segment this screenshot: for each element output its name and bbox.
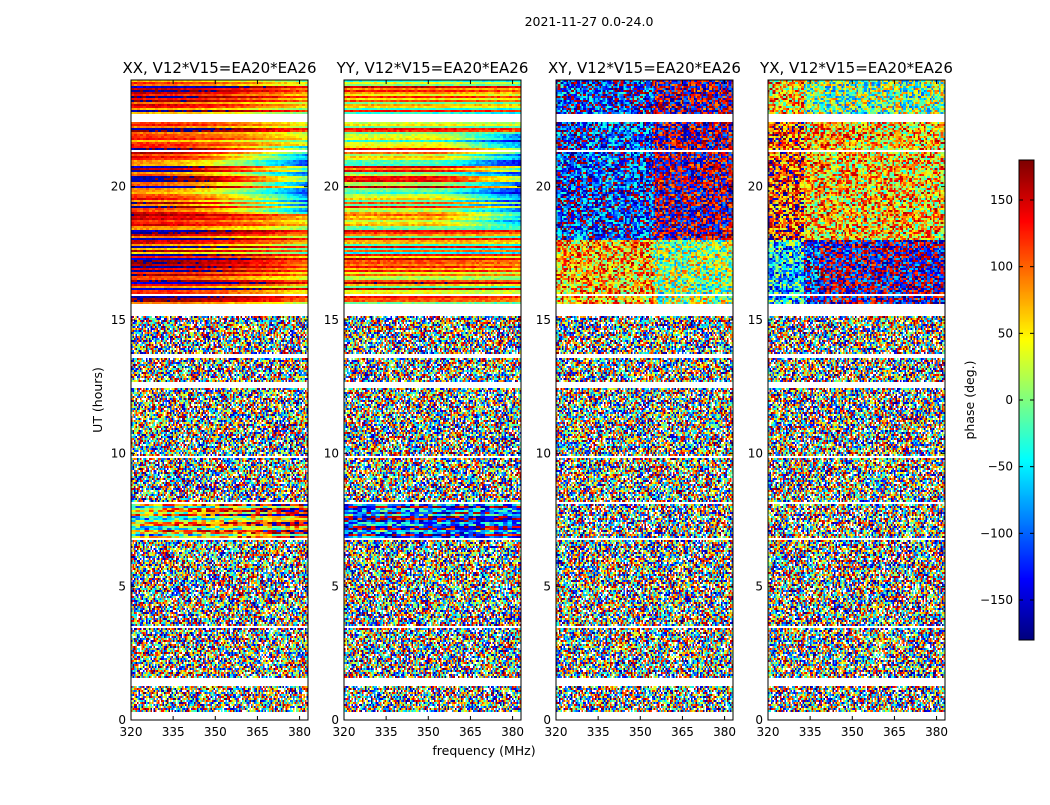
panel-xy: XY, V12*V15=EA20*EA26 320 335 350 365 380 0 5 10…: [536, 59, 741, 739]
y-tick-label: 20: [536, 180, 551, 194]
x-tick-label: 335: [587, 725, 610, 739]
colorbar-tick-label: −50: [988, 460, 1013, 474]
panel-frame: [555, 79, 734, 721]
heatmap-xx: [131, 80, 308, 720]
panel-title-xy: XY, V12*V15=EA20*EA26: [548, 59, 741, 77]
x-tick-label: 365: [459, 725, 482, 739]
figure-suptitle: 2021-11-27 0.0-24.0: [525, 14, 654, 29]
colorbar-tick-label: 100: [990, 260, 1013, 274]
panel-title-yy: YY, V12*V15=EA20*EA26: [336, 59, 529, 77]
x-tick-label: 320: [757, 725, 780, 739]
y-tick-label: 10: [324, 446, 339, 460]
y-tick-label: 15: [536, 313, 551, 327]
y-tick-label: 20: [324, 180, 339, 194]
y-axis-label: UT (hours): [90, 367, 105, 433]
y-tick-label: 10: [536, 446, 551, 460]
colorbar: 150 100 50 0 −50 −100 −150: [980, 159, 1035, 641]
x-axis-label: frequency (MHz): [432, 743, 535, 758]
panel-title-yx: YX, V12*V15=EA20*EA26: [759, 59, 953, 77]
y-tick-label: 5: [331, 580, 339, 594]
colorbar-tick-label: 150: [990, 193, 1013, 207]
heatmap-yx: [768, 80, 945, 720]
y-tick-label: 10: [748, 446, 763, 460]
y-tick-label: 0: [755, 713, 763, 727]
x-tick-label: 335: [162, 725, 185, 739]
x-tick-label: 365: [883, 725, 906, 739]
y-tick-label: 5: [755, 580, 763, 594]
y-tick-label: 15: [111, 313, 126, 327]
y-tick-label: 20: [748, 180, 763, 194]
colorbar-label: phase (deg.): [962, 361, 977, 440]
heatmap-yy: [344, 80, 521, 720]
x-tick-label: 320: [120, 725, 143, 739]
x-tick-label: 350: [841, 725, 864, 739]
colorbar-tick-label: −150: [980, 593, 1013, 607]
x-tick-label: 335: [799, 725, 822, 739]
x-tick-label: 380: [288, 725, 311, 739]
panel-yx: YX, V12*V15=EA20*EA26 320 335 350 365 380 0 5 10…: [748, 59, 953, 739]
panel-frame: [767, 79, 946, 721]
panel-xx: XX, V12*V15=EA20*EA26 320 335 350 365 380 0 5 10…: [111, 59, 317, 739]
y-tick-label: 5: [118, 580, 126, 594]
colorbar-tick-label: 0: [1005, 393, 1013, 407]
y-tick-label: 15: [748, 313, 763, 327]
panel-yy: YY, V12*V15=EA20*EA26 320 335 350 365 380 0 5 10…: [324, 59, 529, 739]
y-tick-label: 15: [324, 313, 339, 327]
colorbar-tick-label: 50: [998, 326, 1013, 340]
x-tick-label: 365: [671, 725, 694, 739]
x-tick-label: 350: [629, 725, 652, 739]
x-tick-label: 350: [204, 725, 227, 739]
y-tick-label: 0: [543, 713, 551, 727]
x-tick-label: 320: [545, 725, 568, 739]
panel-frame: [130, 79, 309, 721]
panel-frame: [343, 79, 522, 721]
y-tick-label: 0: [331, 713, 339, 727]
colorbar-tick-label: −100: [980, 526, 1013, 540]
x-tick-label: 380: [713, 725, 736, 739]
y-tick-label: 20: [111, 180, 126, 194]
panel-title-xx: XX, V12*V15=EA20*EA26: [122, 59, 316, 77]
x-tick-label: 380: [501, 725, 524, 739]
y-tick-label: 5: [543, 580, 551, 594]
panels-layer: XX, V12*V15=EA20*EA26 320 335 350 365 380 0 5 10…: [111, 59, 953, 739]
x-tick-label: 350: [417, 725, 440, 739]
y-tick-label: 10: [111, 446, 126, 460]
y-tick-label: 0: [118, 713, 126, 727]
x-tick-label: 335: [375, 725, 398, 739]
heatmap-xy: [556, 80, 733, 720]
x-tick-label: 320: [333, 725, 356, 739]
colorbar-gradient: [1019, 160, 1034, 640]
x-tick-label: 365: [246, 725, 269, 739]
x-tick-label: 380: [925, 725, 948, 739]
